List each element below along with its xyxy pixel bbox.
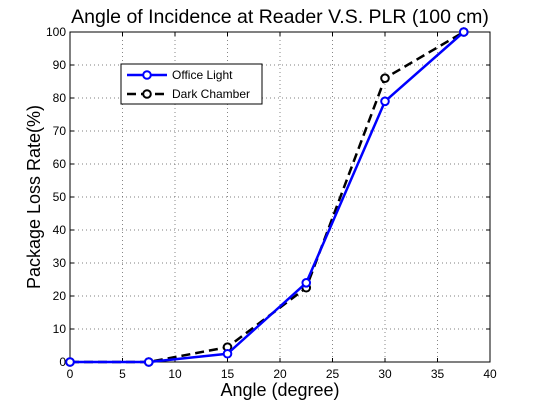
y-tick-label: 80 [53,91,67,105]
y-tick-label: 0 [59,355,66,369]
series-office-light [65,27,469,367]
axis-ticks: 0 5 10 15 20 25 30 35 40 0 10 20 30 40 50 60 70 80 90 100 [46,25,497,381]
data-point-office-light [301,278,312,288]
legend-marker-dark-chamber [142,89,152,99]
x-axis-title: Angle (degree) [220,380,339,400]
data-point-office-light [65,357,75,367]
x-tick-label: 30 [378,367,392,381]
legend-marker-office-light [142,70,152,80]
y-tick-label: 10 [53,322,67,336]
data-point-office-light [143,357,154,367]
y-tick-label: 70 [53,124,67,138]
legend-entry-dark-chamber: Dark Chamber [127,87,250,101]
x-tick-label: 25 [326,367,340,381]
y-tick-label: 50 [53,190,67,204]
x-tick-label: 20 [273,367,287,381]
chart-title: Angle of Incidence at Reader V.S. PLR (1… [71,6,489,28]
legend-entry-office-light: Office Light [127,68,233,82]
legend-label-office-light: Office Light [172,68,233,82]
series-layer [65,27,469,367]
data-point-office-light [458,27,469,37]
x-tick-label: 35 [431,367,445,381]
x-tick-label: 5 [119,367,126,381]
legend-label-dark-chamber: Dark Chamber [172,87,250,101]
x-tick-label: 40 [483,367,497,381]
y-tick-label: 90 [53,58,67,72]
y-tick-label: 30 [53,256,67,270]
y-tick-label: 60 [53,157,67,171]
x-tick-label: 0 [67,367,74,381]
data-point-office-light [222,348,233,359]
series-line-dark-chamber [70,30,465,364]
y-tick-label: 100 [46,25,66,39]
y-tick-label: 40 [53,223,67,237]
x-tick-label: 10 [168,367,182,381]
series-line-office-light [70,31,465,364]
x-tick-label: 15 [221,367,235,381]
legend: Office Light Dark Chamber [120,63,263,105]
y-axis-title: Package Loss Rate(%) [24,105,44,289]
data-point-office-light [380,96,390,107]
y-tick-label: 20 [53,289,67,303]
data-point-dark-chamber [380,73,390,83]
